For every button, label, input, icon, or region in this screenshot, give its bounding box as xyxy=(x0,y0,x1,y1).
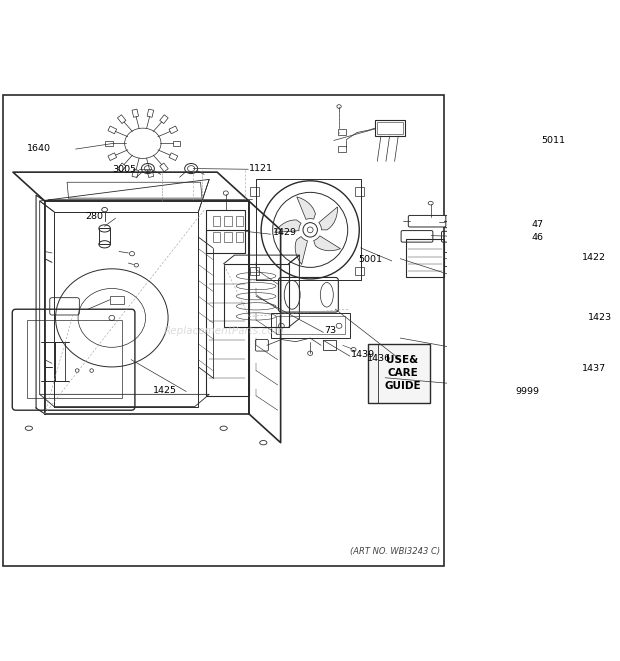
Bar xyxy=(224,264,288,327)
Bar xyxy=(375,120,405,136)
Polygon shape xyxy=(319,207,337,230)
Text: 5001: 5001 xyxy=(358,255,383,264)
Bar xyxy=(160,115,168,124)
Bar xyxy=(108,153,117,161)
Text: 46: 46 xyxy=(532,233,544,241)
Bar xyxy=(250,187,259,196)
Bar xyxy=(117,115,126,124)
Bar xyxy=(117,163,126,172)
Bar xyxy=(378,122,403,134)
Text: 47: 47 xyxy=(532,219,544,229)
Bar xyxy=(444,251,453,266)
Bar xyxy=(250,266,259,276)
Bar xyxy=(45,342,65,381)
Text: 9999: 9999 xyxy=(515,387,539,396)
Bar xyxy=(270,313,350,338)
Bar xyxy=(173,141,180,146)
Bar xyxy=(368,344,430,403)
Bar xyxy=(277,317,345,334)
Bar xyxy=(236,232,243,242)
Text: 1640: 1640 xyxy=(27,144,51,153)
Bar xyxy=(338,129,347,135)
Bar xyxy=(99,229,110,245)
Bar xyxy=(224,232,232,242)
Text: 73: 73 xyxy=(325,327,337,335)
FancyBboxPatch shape xyxy=(409,215,446,227)
Text: 280: 280 xyxy=(85,212,103,221)
Bar xyxy=(224,216,232,226)
Bar xyxy=(147,169,154,177)
Bar xyxy=(355,187,363,196)
Bar xyxy=(108,126,117,134)
Bar xyxy=(132,169,138,177)
Bar xyxy=(169,153,178,161)
Bar xyxy=(213,216,220,226)
Text: USE&: USE& xyxy=(386,356,418,366)
Bar xyxy=(132,109,138,117)
Bar xyxy=(406,239,444,277)
Text: 3005: 3005 xyxy=(112,165,136,174)
Polygon shape xyxy=(295,237,308,264)
Bar xyxy=(323,340,336,350)
Ellipse shape xyxy=(428,202,433,205)
Text: GUIDE: GUIDE xyxy=(384,381,421,391)
Text: ReplacementParts.com: ReplacementParts.com xyxy=(163,326,284,336)
Bar xyxy=(206,210,246,253)
Text: 1429: 1429 xyxy=(273,228,297,237)
Text: 1437: 1437 xyxy=(582,364,606,373)
Text: 1436: 1436 xyxy=(367,354,391,364)
Bar xyxy=(110,295,124,304)
Text: 1423: 1423 xyxy=(588,313,612,323)
Text: 1439: 1439 xyxy=(352,350,376,359)
Text: 1121: 1121 xyxy=(249,164,273,173)
Polygon shape xyxy=(275,220,301,233)
Bar xyxy=(169,126,178,134)
Bar xyxy=(105,141,113,146)
Text: 5011: 5011 xyxy=(541,136,565,145)
Bar xyxy=(236,216,243,226)
Bar xyxy=(338,146,347,152)
Text: 1422: 1422 xyxy=(582,254,606,262)
Polygon shape xyxy=(297,197,316,219)
Bar xyxy=(355,266,363,276)
Text: 1425: 1425 xyxy=(153,386,177,395)
Polygon shape xyxy=(314,236,340,251)
Text: (ART NO. WBI3243 C): (ART NO. WBI3243 C) xyxy=(350,547,440,556)
Bar xyxy=(147,109,154,117)
Bar xyxy=(213,232,220,242)
Text: CARE: CARE xyxy=(387,368,418,379)
Bar xyxy=(160,163,168,172)
Bar xyxy=(27,320,122,398)
FancyBboxPatch shape xyxy=(401,231,433,242)
